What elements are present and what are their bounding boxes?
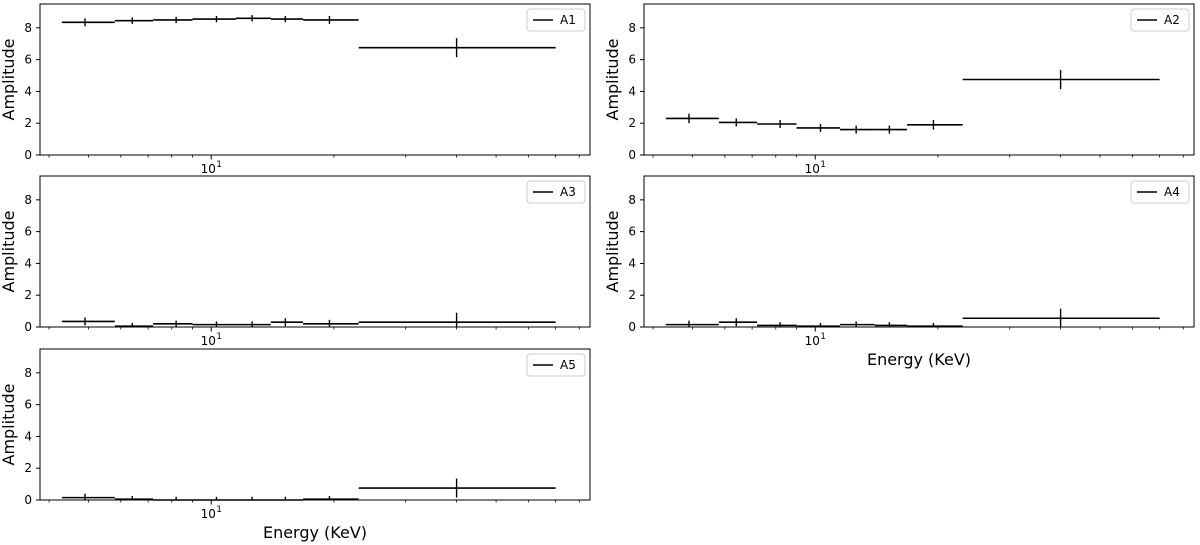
legend-label: A1 — [560, 13, 576, 27]
x-axis-label: Energy (KeV) — [263, 523, 367, 542]
y-tick-label: 8 — [24, 21, 32, 35]
legend-box — [526, 8, 586, 32]
legend-label: A3 — [560, 185, 576, 199]
y-tick-label: 8 — [24, 193, 32, 207]
series-A4 — [665, 308, 1160, 328]
y-tick-label: 8 — [628, 21, 636, 35]
x-tick-label: 10 — [201, 162, 216, 176]
y-tick-label: 0 — [24, 148, 32, 162]
y-tick-label: 2 — [24, 461, 32, 475]
panel-1: 0 2 4 6 8 10 1 Amplitude A1 — [0, 3, 591, 176]
y-tick-label: 8 — [628, 193, 636, 207]
y-tick-label: 0 — [628, 148, 636, 162]
series-A3 — [61, 312, 556, 328]
y-tick-label: 4 — [628, 84, 636, 98]
y-tick-label: 2 — [24, 116, 32, 130]
series-A1 — [61, 15, 556, 58]
y-axis-label: Amplitude — [603, 39, 622, 121]
axes-frame — [39, 348, 591, 501]
y-axis-label: Amplitude — [0, 211, 18, 293]
legend-box — [1130, 180, 1190, 204]
y-tick-label: 8 — [24, 366, 32, 380]
y-tick-label: 0 — [628, 320, 636, 334]
x-tick-label: 10 — [201, 507, 216, 521]
y-axis-label: Amplitude — [603, 211, 622, 293]
x-tick-label-exponent: 1 — [216, 505, 222, 515]
legend-label: A4 — [1164, 185, 1180, 199]
x-tick-label: 10 — [805, 162, 820, 176]
legend: A3 — [526, 180, 586, 204]
panel-2: 0 2 4 6 8 10 1 Amplitude A2 — [603, 3, 1195, 176]
legend-label: A2 — [1164, 13, 1180, 27]
x-tick-label: 10 — [201, 334, 216, 348]
axes-frame — [643, 3, 1195, 156]
y-tick-label: 6 — [628, 53, 636, 67]
axes-frame — [39, 175, 591, 328]
panel-5: 0 2 4 6 8 10 1 Amplitude Energy (KeV) A5 — [0, 348, 591, 542]
axes-frame — [39, 3, 591, 156]
y-tick-label: 6 — [24, 53, 32, 67]
y-tick-label: 6 — [24, 398, 32, 412]
legend-label: A5 — [560, 358, 576, 372]
y-tick-label: 6 — [24, 225, 32, 239]
legend-box — [526, 353, 586, 377]
x-axis-label: Energy (KeV) — [867, 350, 971, 369]
x-tick-label-exponent: 1 — [820, 160, 826, 170]
y-tick-label: 0 — [24, 320, 32, 334]
y-tick-label: 0 — [24, 493, 32, 507]
legend: A1 — [526, 8, 586, 32]
legend: A5 — [526, 353, 586, 377]
series-A2 — [665, 69, 1160, 134]
legend: A4 — [1130, 180, 1190, 204]
y-tick-label: 2 — [628, 288, 636, 302]
y-tick-label: 4 — [24, 84, 32, 98]
legend-box — [526, 180, 586, 204]
y-tick-label: 6 — [628, 225, 636, 239]
y-tick-label: 4 — [24, 429, 32, 443]
panel-3: 0 2 4 6 8 10 1 Amplitude A3 — [0, 175, 591, 348]
y-tick-label: 2 — [24, 288, 32, 302]
panel-4: 0 2 4 6 8 10 1 Amplitude Energy (KeV) A4 — [603, 175, 1195, 369]
legend-box — [1130, 8, 1190, 32]
y-tick-label: 2 — [628, 116, 636, 130]
y-axis-label: Amplitude — [0, 39, 18, 121]
y-tick-label: 4 — [24, 256, 32, 270]
series-A5 — [61, 478, 556, 501]
y-axis-label: Amplitude — [0, 384, 18, 466]
x-tick-label-exponent: 1 — [216, 332, 222, 342]
x-tick-label: 10 — [805, 334, 820, 348]
axes-frame — [643, 175, 1195, 328]
y-tick-label: 4 — [628, 256, 636, 270]
x-tick-label-exponent: 1 — [216, 160, 222, 170]
legend: A2 — [1130, 8, 1190, 32]
x-tick-label-exponent: 1 — [820, 332, 826, 342]
